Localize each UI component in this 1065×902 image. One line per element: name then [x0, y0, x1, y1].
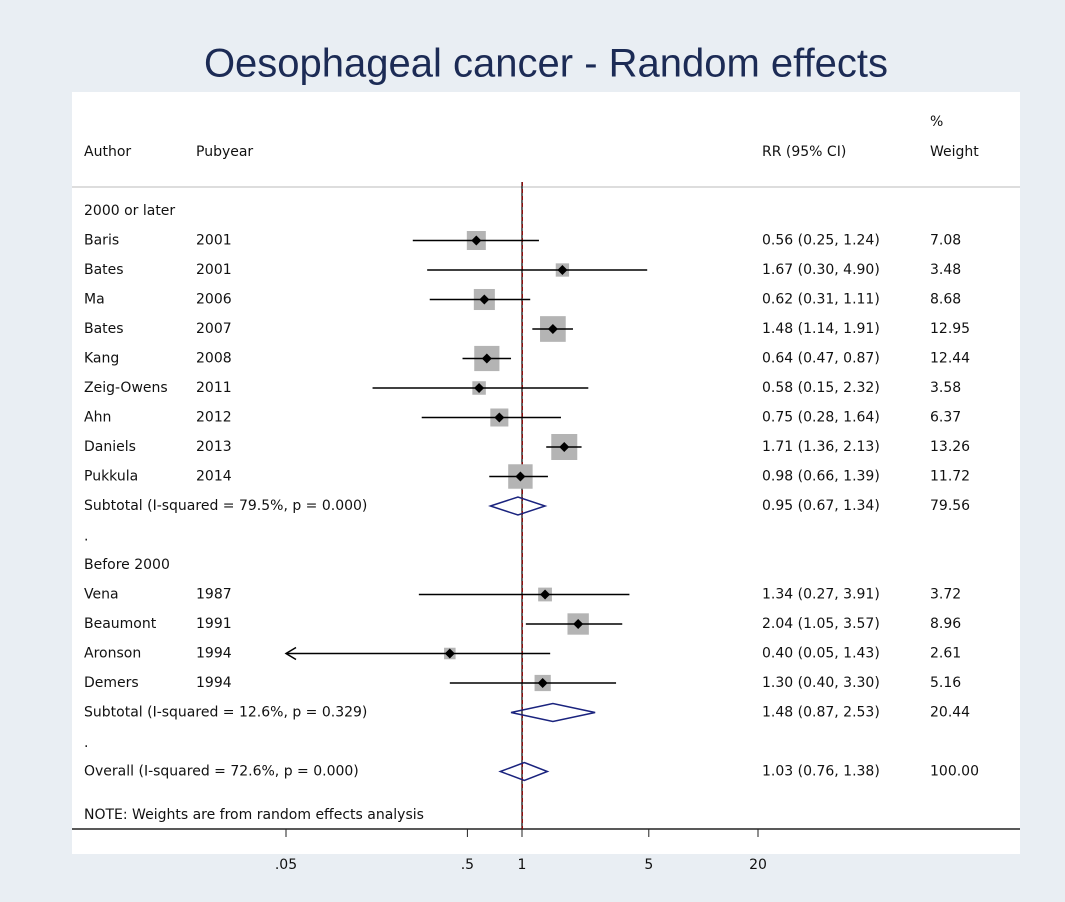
weight-label: 12.44: [930, 351, 970, 367]
estimate-label: 1.67 (0.30, 4.90): [762, 262, 880, 278]
pubyear: 2011: [196, 380, 232, 396]
pubyear: 2008: [196, 351, 232, 367]
estimate-label: 1.03 (0.76, 1.38): [762, 764, 880, 780]
column-header: RR (95% CI): [762, 144, 846, 160]
column-header: Author: [84, 144, 131, 160]
point-estimate: [540, 589, 551, 600]
pubyear: 2001: [196, 262, 232, 278]
pubyear: 2006: [196, 292, 232, 308]
point-estimate: [559, 442, 570, 452]
estimate-label: 1.34 (0.27, 3.91): [762, 587, 880, 603]
weight-label: 100.00: [930, 764, 979, 780]
x-tick-label: 20: [749, 857, 767, 873]
estimate-label: 0.40 (0.05, 1.43): [762, 646, 880, 662]
subtotal-label: Subtotal (I-squared = 12.6%, p = 0.329): [84, 705, 367, 721]
pooled-diamond: [488, 496, 548, 516]
note: NOTE: Weights are from random effects an…: [84, 807, 424, 823]
author: Kang: [84, 351, 119, 367]
point-estimate: [537, 678, 548, 688]
overall-label: Overall (I-squared = 72.6%, p = 0.000): [84, 764, 359, 780]
column-header: Weight: [930, 144, 979, 160]
author: Pukkula: [84, 469, 138, 485]
subtotal-label: Subtotal (I-squared = 79.5%, p = 0.000): [84, 498, 367, 514]
estimate-label: 0.62 (0.31, 1.11): [762, 292, 880, 308]
estimate-label: 0.64 (0.47, 0.87): [762, 351, 880, 367]
pubyear: 1994: [196, 675, 232, 691]
weight-label: 20.44: [930, 705, 970, 721]
pooled-diamond: [510, 702, 596, 723]
pubyear: 2014: [196, 469, 232, 485]
estimate-label: 1.48 (1.14, 1.91): [762, 321, 880, 337]
column-header: Pubyear: [196, 144, 253, 160]
author: Demers: [84, 675, 139, 691]
author: Ma: [84, 292, 105, 308]
point-estimate: [474, 383, 485, 393]
gap-mark: .: [84, 735, 88, 751]
pooled-diamond: [498, 761, 550, 782]
author: Bates: [84, 262, 124, 278]
group-label: Before 2000: [84, 557, 170, 573]
author: Aronson: [84, 646, 141, 662]
estimate-label: 1.30 (0.40, 3.30): [762, 675, 880, 691]
estimate-label: 2.04 (1.05, 3.57): [762, 616, 880, 632]
column-header: %: [930, 114, 943, 130]
x-tick-label: .5: [461, 857, 474, 873]
estimate-label: 0.56 (0.25, 1.24): [762, 233, 880, 249]
gap-mark: .: [84, 529, 88, 545]
pubyear: 1987: [196, 587, 232, 603]
group-label: 2000 or later: [84, 203, 175, 219]
pubyear: 2001: [196, 233, 232, 249]
point-estimate: [479, 294, 490, 305]
estimate-label: 0.95 (0.67, 1.34): [762, 498, 880, 514]
pubyear: 1991: [196, 616, 232, 632]
weight-label: 8.96: [930, 616, 961, 632]
weight-label: 13.26: [930, 439, 970, 455]
author: Baris: [84, 233, 119, 249]
estimate-label: 0.75 (0.28, 1.64): [762, 410, 880, 426]
weight-label: 11.72: [930, 469, 970, 485]
pubyear: 1994: [196, 646, 232, 662]
weight-label: 3.58: [930, 380, 961, 396]
estimate-label: 0.98 (0.66, 1.39): [762, 469, 880, 485]
weight-label: 3.48: [930, 262, 961, 278]
plot-panel: [72, 92, 1020, 854]
author: Bates: [84, 321, 124, 337]
x-tick-label: 5: [644, 857, 653, 873]
point-estimate: [444, 648, 455, 659]
weight-label: 12.95: [930, 321, 970, 337]
estimate-label: 1.48 (0.87, 2.53): [762, 705, 880, 721]
chart-title: Oesophageal cancer - Random effects: [204, 42, 888, 86]
weight-label: 79.56: [930, 498, 970, 514]
ci-arrow: [284, 646, 297, 661]
author: Zeig-Owens: [84, 380, 168, 396]
author: Vena: [84, 587, 119, 603]
point-estimate: [481, 353, 492, 364]
point-estimate: [547, 324, 558, 334]
pubyear: 2013: [196, 439, 232, 455]
weight-label: 5.16: [930, 675, 961, 691]
weight-label: 3.72: [930, 587, 961, 603]
author: Ahn: [84, 410, 111, 426]
author: Daniels: [84, 439, 136, 455]
pubyear: 2012: [196, 410, 232, 426]
x-tick-label: .05: [275, 857, 297, 873]
point-estimate: [494, 412, 505, 423]
author: Beaumont: [84, 616, 157, 632]
point-estimate: [471, 235, 482, 246]
weight-label: 7.08: [930, 233, 961, 249]
x-tick-label: 1: [518, 857, 527, 873]
point-estimate: [573, 619, 584, 629]
estimate-label: 1.71 (1.36, 2.13): [762, 439, 880, 455]
weight-label: 2.61: [930, 646, 961, 662]
estimate-label: 0.58 (0.15, 2.32): [762, 380, 880, 396]
weight-label: 6.37: [930, 410, 961, 426]
point-estimate: [515, 471, 526, 482]
pubyear: 2007: [196, 321, 232, 337]
point-estimate: [557, 265, 568, 275]
weight-label: 8.68: [930, 292, 961, 308]
